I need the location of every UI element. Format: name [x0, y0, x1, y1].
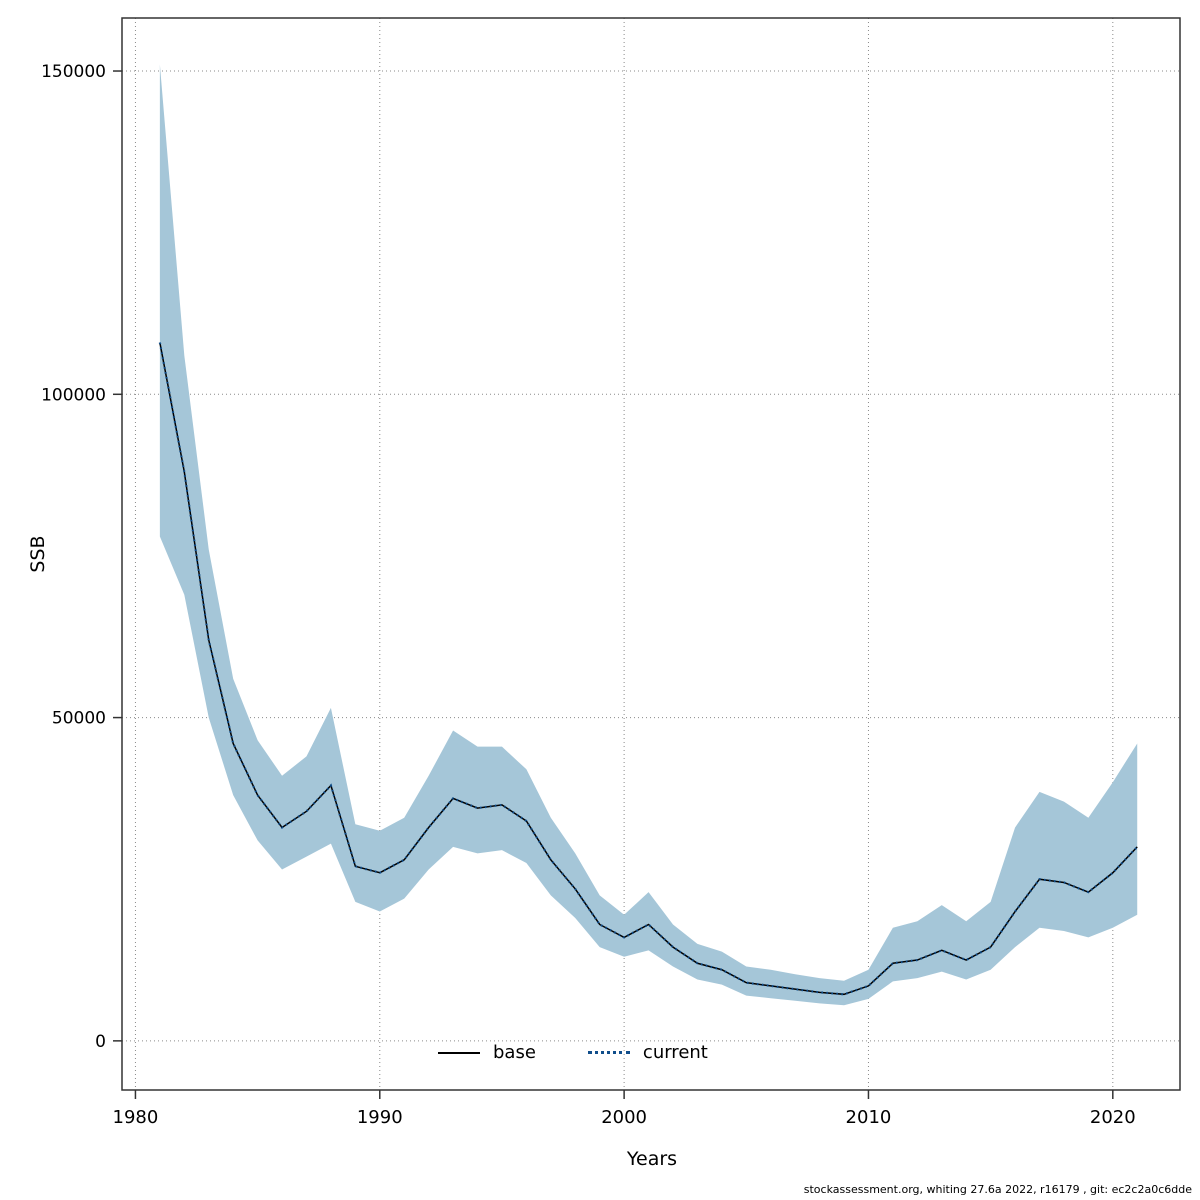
footer-credit: stockassessment.org, whiting 27.6a 2022,…: [803, 1183, 1192, 1196]
series-line-base: [159, 342, 1138, 996]
y-axis-ticks: 0 50000 100000 150000: [41, 62, 122, 1052]
x-tick-label: 1980: [113, 1107, 159, 1128]
legend-line-current: [587, 1051, 630, 1054]
grid-layer: [122, 18, 1180, 1090]
x-tick-label: 1990: [357, 1107, 403, 1128]
chart-legend: base current: [438, 1042, 708, 1063]
x-tick-label: 2000: [601, 1107, 647, 1128]
legend-line-base: [438, 1051, 480, 1054]
y-tick-label: 50000: [52, 709, 106, 729]
x-tick-label: 2010: [846, 1107, 892, 1128]
y-tick-label: 0: [95, 1032, 106, 1052]
legend-item-current: current: [587, 1042, 708, 1063]
x-axis-title: Years: [626, 1148, 678, 1170]
x-tick-label: 2020: [1090, 1107, 1136, 1128]
x-axis-ticks: 1980 1990 2000 2010 2020: [113, 1090, 1136, 1128]
confidence-band: [159, 64, 1138, 1006]
legend-label-base: base: [493, 1042, 536, 1063]
legend-label-current: current: [642, 1042, 708, 1063]
y-tick-label: 150000: [41, 62, 106, 82]
legend-item-base: base: [438, 1042, 536, 1063]
y-tick-label: 100000: [41, 385, 106, 405]
plot-border: [121, 17, 1181, 1091]
y-axis-title: SSB: [27, 535, 49, 573]
